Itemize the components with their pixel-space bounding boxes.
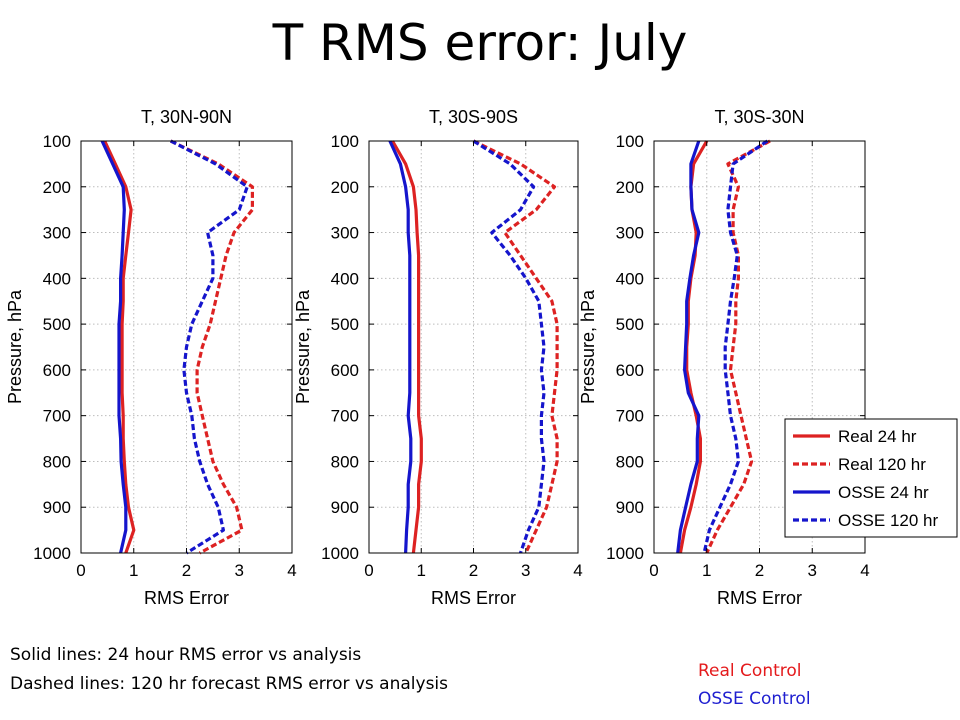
- y-tick-label: 300: [331, 224, 359, 243]
- series-line-osse-120-hr: [702, 139, 769, 554]
- y-tick-label: 600: [616, 361, 644, 380]
- y-tick-label: 400: [616, 269, 644, 288]
- legend-label: Real 120 hr: [838, 455, 926, 474]
- x-tick-label: 1: [702, 561, 711, 580]
- panel-title: T, 30S-30N: [714, 107, 804, 127]
- x-tick-label: 2: [182, 561, 191, 580]
- legend-label: OSSE 120 hr: [838, 511, 939, 530]
- y-tick-label: 200: [616, 178, 644, 197]
- y-tick-label: 100: [331, 132, 359, 151]
- slide-title: T RMS error: July: [272, 14, 688, 72]
- y-tick-label: 500: [616, 315, 644, 334]
- series-line-real-120-hr: [170, 139, 254, 555]
- y-tick-label: 700: [616, 407, 644, 426]
- note-dashed-lines: Dashed lines: 120 hr forecast RMS error …: [10, 674, 449, 694]
- x-tick-label: 1: [417, 561, 426, 580]
- y-tick-label: 800: [43, 452, 71, 471]
- series-line-osse-120-hr: [169, 139, 249, 555]
- series-line-osse-24-hr: [388, 140, 413, 554]
- x-tick-label: 2: [755, 561, 764, 580]
- panel-title: T, 30S-90S: [429, 107, 518, 127]
- y-tick-label: 300: [616, 224, 644, 243]
- y-tick-label: 200: [43, 178, 71, 197]
- y-tick-label: 100: [43, 132, 71, 151]
- y-tick-label: 700: [43, 407, 71, 426]
- note-solid-lines: Solid lines: 24 hour RMS error vs analys…: [10, 645, 362, 665]
- x-tick-label: 3: [808, 561, 817, 580]
- y-tick-label: 500: [331, 315, 359, 334]
- y-tick-label: 1000: [321, 544, 359, 563]
- plot-frame: [368, 140, 579, 554]
- series-line-osse-24-hr: [676, 140, 701, 554]
- x-tick-label: 3: [235, 561, 244, 580]
- y-tick-label: 400: [331, 269, 359, 288]
- x-axis-label: RMS Error: [431, 588, 516, 608]
- x-tick-label: 2: [469, 561, 478, 580]
- y-tick-label: 1000: [33, 544, 71, 563]
- chart-legend: Real 24 hr Real 120 hr OSSE 24 hr OSSE 120 …: [784, 418, 958, 538]
- panel-title: T, 30N-90N: [141, 107, 232, 127]
- series-line-osse-120-hr: [472, 139, 546, 554]
- panel-3: 0 1 2 3 4 100 200 300 400 500 600 700 800 900 1000 T, 3…: [578, 107, 870, 608]
- y-tick-label: 1000: [606, 544, 644, 563]
- y-tick-label: 400: [43, 269, 71, 288]
- osse-control-label: OSSE Control: [698, 689, 811, 709]
- x-tick-label: 4: [573, 561, 582, 580]
- y-axis-label: Pressure, hPa: [5, 289, 25, 404]
- x-tick-label: 0: [76, 561, 85, 580]
- y-tick-label: 500: [43, 315, 71, 334]
- y-tick-label: 900: [616, 498, 644, 517]
- y-tick-label: 200: [331, 178, 359, 197]
- x-axis-label: RMS Error: [144, 588, 229, 608]
- y-tick-label: 900: [331, 498, 359, 517]
- series-line-real-120-hr: [705, 139, 771, 554]
- series-line-real-24-hr: [103, 140, 136, 554]
- x-tick-label: 1: [129, 561, 138, 580]
- series-line-real-120-hr: [472, 139, 559, 554]
- legend-label: OSSE 24 hr: [838, 483, 929, 502]
- x-tick-label: 4: [287, 561, 296, 580]
- panel-1: 0 1 2 3 4 100 200 300 400 500 600 700 800 900 1000 T, 3…: [5, 107, 297, 608]
- y-tick-label: 600: [43, 361, 71, 380]
- x-axis-label: RMS Error: [717, 588, 802, 608]
- panel-2: 0 1 2 3 4 100 200 300 400 500 600 700 800 900 1000 T, 3…: [293, 107, 583, 608]
- y-tick-label: 600: [331, 361, 359, 380]
- y-axis-label: Pressure, hPa: [293, 289, 313, 404]
- y-tick-label: 700: [331, 407, 359, 426]
- legend-label: Real 24 hr: [838, 427, 917, 446]
- legend-box: [784, 418, 958, 538]
- y-tick-label: 900: [43, 498, 71, 517]
- y-tick-label: 800: [331, 452, 359, 471]
- series-line-real-24-hr: [391, 140, 423, 554]
- y-axis-label: Pressure, hPa: [578, 289, 598, 404]
- x-tick-label: 0: [364, 561, 373, 580]
- y-tick-label: 100: [616, 132, 644, 151]
- series-line-osse-24-hr: [100, 140, 128, 554]
- x-tick-label: 4: [860, 561, 869, 580]
- x-tick-label: 3: [521, 561, 530, 580]
- y-tick-label: 300: [43, 224, 71, 243]
- real-control-label: Real Control: [698, 661, 802, 681]
- x-tick-label: 0: [649, 561, 658, 580]
- y-tick-label: 800: [616, 452, 644, 471]
